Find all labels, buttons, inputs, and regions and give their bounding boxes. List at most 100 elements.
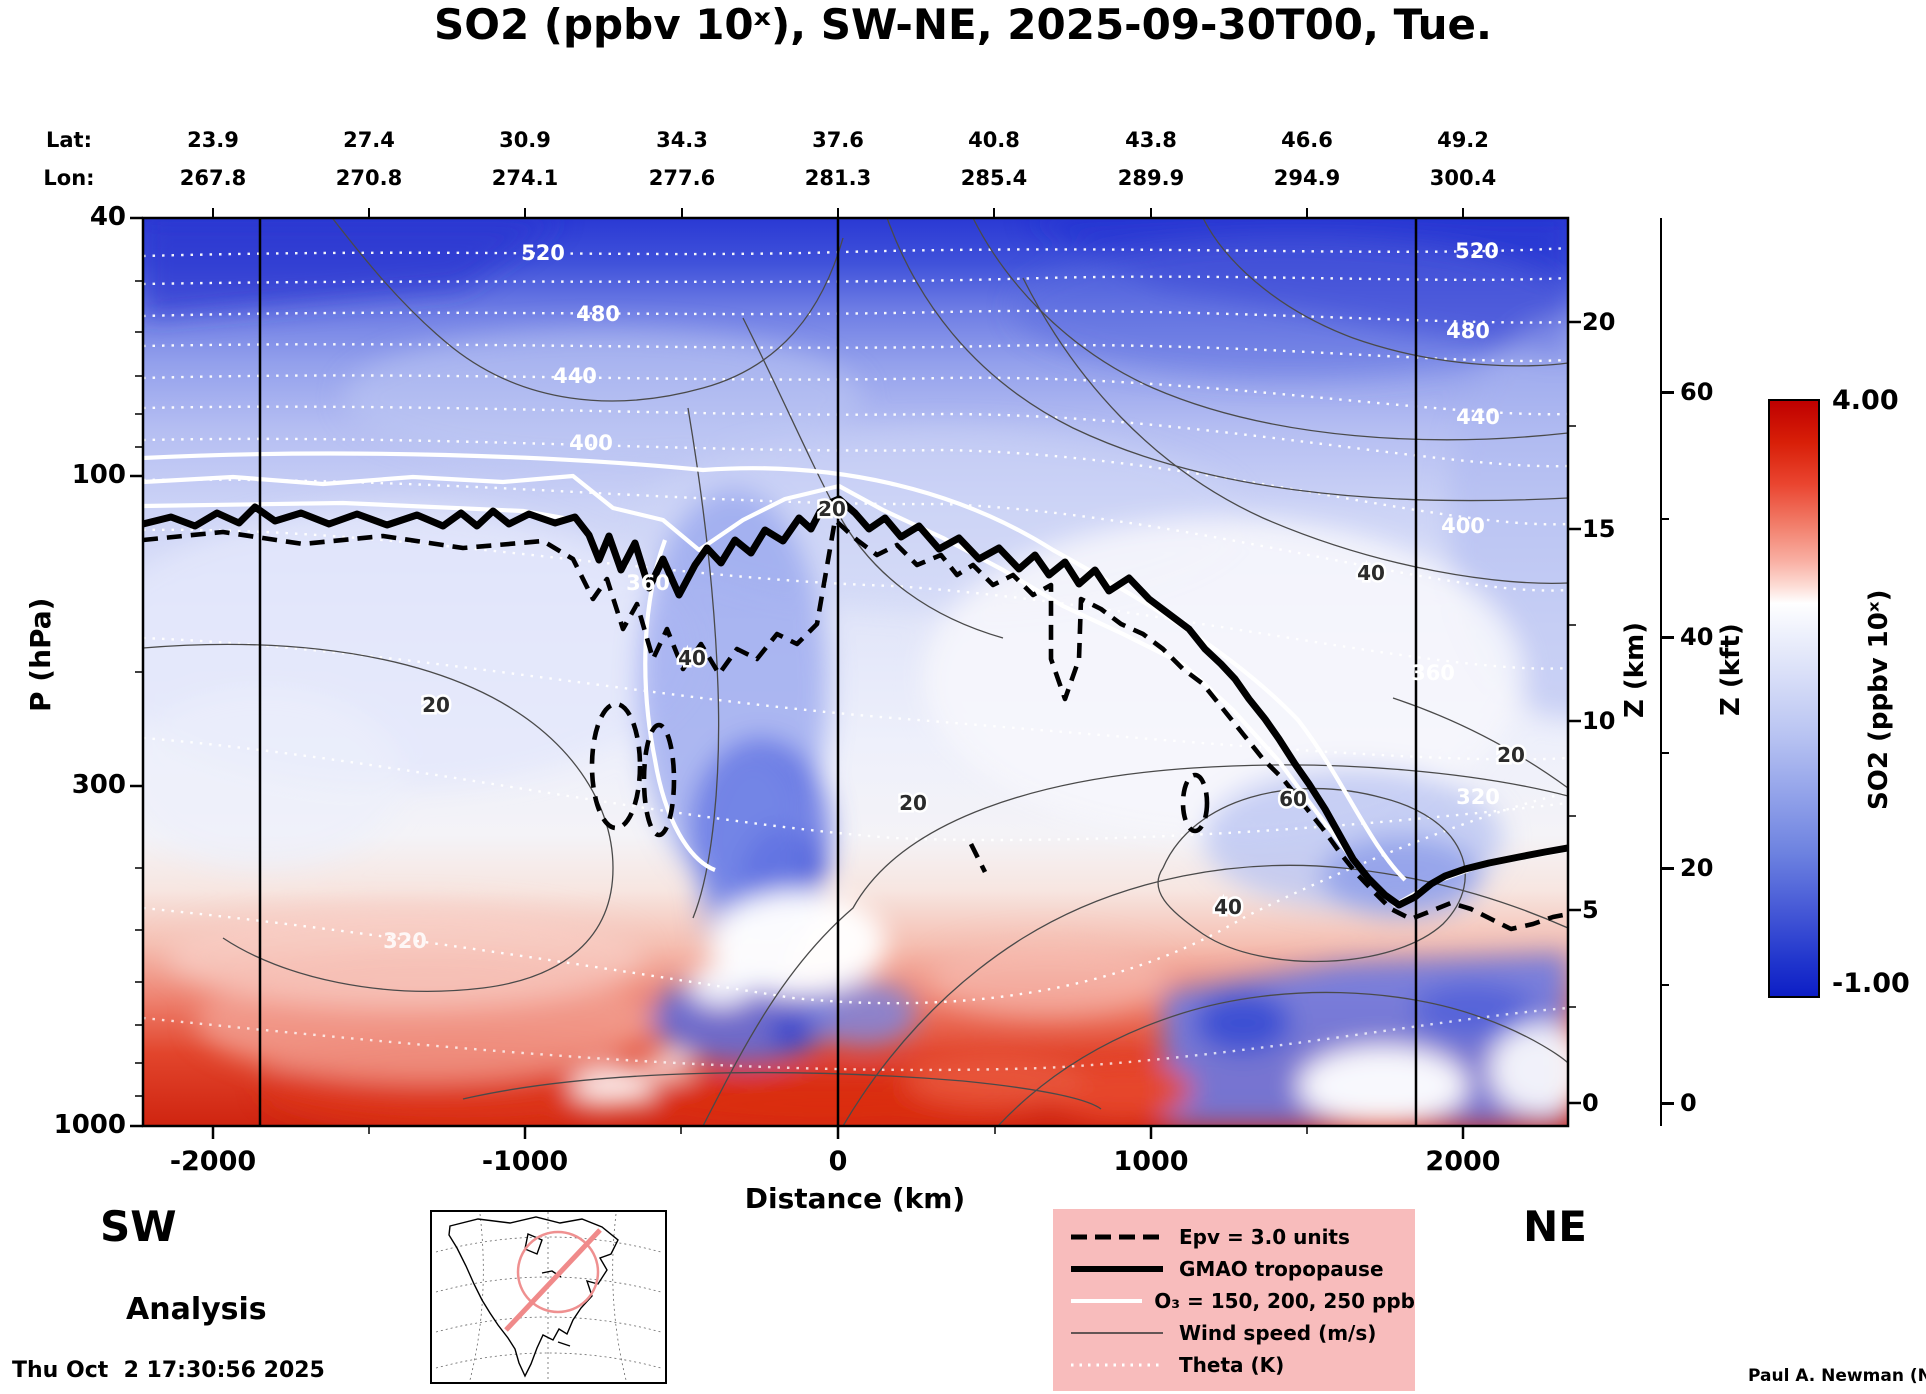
so2-fill-field <box>143 218 1568 1126</box>
lat-value: 30.9 <box>499 128 551 152</box>
colorbar-max: 4.00 <box>1832 385 1899 416</box>
svg-text:320: 320 <box>1456 785 1500 809</box>
lat-value: 49.2 <box>1437 128 1489 152</box>
z-kft-tickmark <box>1662 867 1674 870</box>
svg-text:440: 440 <box>1456 405 1500 429</box>
svg-text:60: 60 <box>1279 787 1307 811</box>
lat-value: 27.4 <box>343 128 395 152</box>
plot-border <box>141 216 1570 1128</box>
z-kft-tick: 60 <box>1680 378 1714 406</box>
z-kft-tick: 0 <box>1680 1089 1697 1117</box>
distance-tick: 0 <box>828 1146 848 1177</box>
svg-text:40: 40 <box>1214 895 1242 919</box>
legend-label: Epv = 3.0 units <box>1179 1225 1350 1249</box>
z-km-axis-label: Z (km) <box>1620 621 1650 719</box>
lat-value: 43.8 <box>1125 128 1177 152</box>
lon-value: 267.8 <box>179 166 247 190</box>
colorbar <box>1768 399 1820 998</box>
z-kft-tickmark-minor <box>1662 518 1669 520</box>
z-km-tick: 15 <box>1582 515 1616 543</box>
legend-item-tropopause: GMAO tropopause <box>1053 1253 1415 1285</box>
pressure-axis-label: P (hPa) <box>24 597 57 713</box>
distance-axis-label: Distance (km) <box>744 1182 966 1215</box>
svg-text:400: 400 <box>569 431 613 455</box>
lon-value: 270.8 <box>335 166 403 190</box>
svg-text:320: 320 <box>383 929 427 953</box>
lat-row: Lat: 23.9 27.4 30.9 34.3 37.6 40.8 43.8 … <box>0 128 1926 156</box>
axis-ticks <box>130 208 1581 1139</box>
legend-label: Wind speed (m/s) <box>1179 1321 1377 1345</box>
svg-text:20: 20 <box>422 693 450 717</box>
epv-line-sample <box>1071 1234 1163 1240</box>
svg-text:480: 480 <box>576 302 620 326</box>
legend-item-epv: Epv = 3.0 units <box>1053 1221 1415 1253</box>
svg-text:480: 480 <box>1446 319 1490 343</box>
transect-line <box>504 1228 602 1332</box>
theta-contour-labels: 520 520 480 480 440 440 400 400 360 360 … <box>383 239 1500 953</box>
z-kft-axis <box>1660 218 1662 1126</box>
pressure-tick: 40 <box>89 202 126 232</box>
svg-text:360: 360 <box>626 571 670 595</box>
svg-text:20: 20 <box>899 791 927 815</box>
lon-value: 281.3 <box>804 166 872 190</box>
svg-text:360: 360 <box>1411 661 1455 685</box>
z-kft-tickmark-minor <box>1662 984 1669 986</box>
z-kft-tick: 20 <box>1680 854 1714 882</box>
distance-tick: -1000 <box>481 1146 569 1177</box>
ne-endpoint-label: NE <box>1523 1202 1587 1251</box>
lon-value: 289.9 <box>1117 166 1185 190</box>
map-graticule <box>435 1212 662 1382</box>
tropopause-line-sample <box>1071 1266 1163 1272</box>
colorbar-label: SO2 (ppbv 10ˣ) <box>1864 589 1894 811</box>
legend-item-o3: O₃ = 150, 200, 250 ppb <box>1053 1285 1415 1317</box>
svg-text:20: 20 <box>1497 743 1525 767</box>
lon-value: 300.4 <box>1429 166 1497 190</box>
z-km-tick: 0 <box>1582 1089 1599 1117</box>
pressure-tick: 100 <box>71 460 126 490</box>
epv-contour <box>143 517 1568 932</box>
lat-value: 46.6 <box>1281 128 1333 152</box>
z-kft-tickmark <box>1662 391 1674 394</box>
svg-text:40: 40 <box>1357 561 1385 585</box>
lon-row-label: Lon: <box>43 166 95 190</box>
svg-text:20: 20 <box>818 497 846 521</box>
legend-label: GMAO tropopause <box>1179 1257 1384 1281</box>
colorbar-min: -1.00 <box>1832 968 1910 999</box>
distance-tick: 2000 <box>1425 1146 1501 1177</box>
inset-map <box>430 1210 667 1384</box>
z-kft-axis-label: Z (kft) <box>1716 623 1746 717</box>
distance-tick: -2000 <box>169 1146 257 1177</box>
credit: Paul A. Newman (NASA <box>1748 1366 1926 1386</box>
pressure-tick: 1000 <box>53 1110 126 1140</box>
z-km-tick: 10 <box>1582 707 1616 735</box>
legend-item-wind: Wind speed (m/s) <box>1053 1317 1415 1349</box>
timestamp: Thu Oct 2 17:30:56 2025 <box>12 1358 325 1383</box>
z-kft-tickmark-minor <box>1662 752 1669 754</box>
transect-circle <box>516 1230 600 1314</box>
page-title: SO2 (ppbv 10ˣ), SW-NE, 2025-09-30T00, Tu… <box>434 0 1492 49</box>
lon-row: Lon: 267.8 270.8 274.1 277.6 281.3 285.4… <box>0 166 1926 194</box>
wind-contours <box>143 218 1568 1126</box>
o3-line-sample <box>1071 1299 1143 1303</box>
pressure-tick: 300 <box>71 770 126 800</box>
legend-item-theta: Theta (K) <box>1053 1349 1415 1381</box>
wind-contour-labels: 20 20 20 20 40 40 40 60 <box>420 495 1528 922</box>
lon-value: 277.6 <box>648 166 716 190</box>
z-kft-tick: 40 <box>1680 623 1714 651</box>
lat-value: 37.6 <box>812 128 864 152</box>
map-border <box>430 1210 667 1384</box>
lat-value: 40.8 <box>968 128 1020 152</box>
svg-text:440: 440 <box>553 364 597 388</box>
tropopause-line <box>143 495 1568 909</box>
lat-row-label: Lat: <box>46 128 92 152</box>
z-km-tick: 5 <box>1582 896 1599 924</box>
cross-section-plot: 520 520 480 480 440 440 400 400 360 360 … <box>130 208 1581 1139</box>
lon-value: 274.1 <box>491 166 559 190</box>
svg-text:520: 520 <box>521 241 565 265</box>
wind-line-sample <box>1071 1332 1163 1334</box>
lat-value: 23.9 <box>187 128 239 152</box>
distance-tick: 1000 <box>1113 1146 1189 1177</box>
svg-text:40: 40 <box>678 646 706 670</box>
lon-value: 285.4 <box>960 166 1028 190</box>
